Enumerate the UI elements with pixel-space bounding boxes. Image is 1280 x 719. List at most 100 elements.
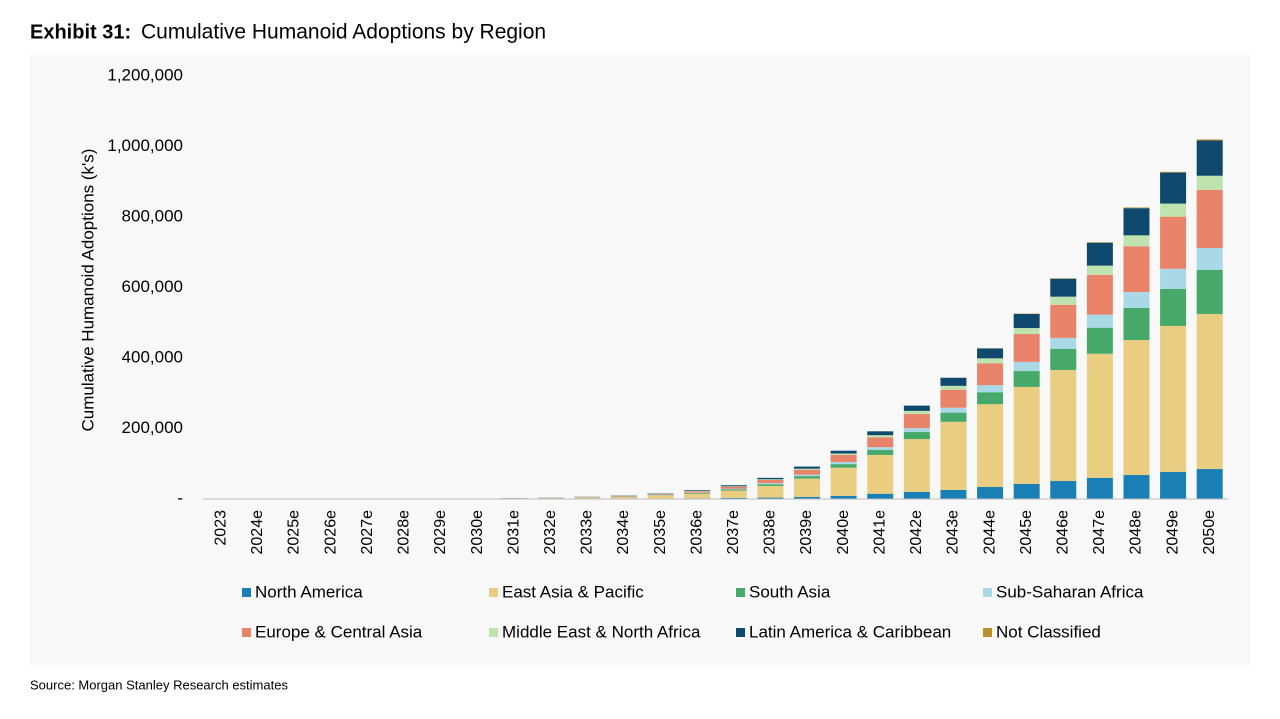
bar-segment xyxy=(1050,297,1076,305)
bar-segment xyxy=(1123,208,1149,235)
x-tick-label: 2042e xyxy=(908,510,925,555)
bar-segment xyxy=(940,390,966,408)
bar-segment xyxy=(977,385,1003,392)
bar-segment xyxy=(721,485,747,486)
bar-segment xyxy=(831,468,857,496)
bar-segment xyxy=(794,469,820,470)
x-tick-label: 2046e xyxy=(1054,510,1071,555)
bar-segment xyxy=(1087,275,1113,315)
bar-segment xyxy=(831,462,857,464)
bar-segment xyxy=(904,411,930,414)
bar-segment xyxy=(1050,370,1076,481)
x-tick-label: 2028e xyxy=(396,510,413,555)
x-tick-label: 2032e xyxy=(542,510,559,555)
bar-segment xyxy=(1160,269,1186,289)
bar-segment xyxy=(1160,217,1186,269)
bar-segment xyxy=(648,494,674,495)
y-tick-label: 1,000,000 xyxy=(107,136,183,155)
bar-segment xyxy=(1014,328,1040,334)
bar-segment xyxy=(1123,292,1149,308)
x-tick-label: 2031e xyxy=(505,510,522,555)
bar-segment xyxy=(794,467,820,469)
legend-label: Middle East & North Africa xyxy=(502,622,701,641)
bar-segment xyxy=(1014,314,1040,328)
bar-segment xyxy=(794,470,820,475)
legend-swatch xyxy=(736,628,745,637)
y-tick-label: 200,000 xyxy=(122,418,183,437)
bar-segment xyxy=(867,447,893,450)
bar-segment xyxy=(1087,478,1113,499)
bar-segment xyxy=(1197,248,1223,270)
bar-segment xyxy=(684,494,710,499)
legend-label: Europe & Central Asia xyxy=(255,622,423,641)
bar-segment xyxy=(831,455,857,462)
bar-segment xyxy=(1014,371,1040,387)
bar-segment xyxy=(977,392,1003,404)
x-tick-label: 2043e xyxy=(945,510,962,555)
bar-segment xyxy=(977,348,1003,358)
y-tick-label: 1,200,000 xyxy=(107,65,183,84)
bar-segment xyxy=(721,489,747,490)
bar-segment xyxy=(648,496,674,499)
bar-segment xyxy=(1160,472,1186,499)
bar-segment xyxy=(721,489,747,490)
bar-segment xyxy=(757,484,783,486)
bar-segment xyxy=(757,486,783,498)
bar-segment xyxy=(867,494,893,499)
bar-segment xyxy=(940,422,966,490)
bar-segment xyxy=(1050,481,1076,499)
bar-segment xyxy=(831,464,857,468)
y-tick-label: 600,000 xyxy=(122,277,183,296)
x-tick-label: 2039e xyxy=(798,510,815,555)
bar-segment xyxy=(940,408,966,413)
bar-segment xyxy=(1123,308,1149,340)
bar-segment xyxy=(940,386,966,390)
bar-segment xyxy=(1160,289,1186,326)
bar-segment xyxy=(940,413,966,422)
legend-label: South Asia xyxy=(749,582,831,601)
x-tick-label: 2050e xyxy=(1201,510,1218,555)
bar-segment xyxy=(904,414,930,428)
x-tick-label: 2049e xyxy=(1164,510,1181,555)
bar-segment xyxy=(977,358,1003,363)
bar-segment xyxy=(1087,315,1113,328)
bar-segment xyxy=(1014,484,1040,499)
x-tick-label: 2033e xyxy=(579,510,596,555)
bar-segment xyxy=(867,431,893,435)
legend-label: Latin America & Caribbean xyxy=(749,622,951,641)
x-tick-label: 2047e xyxy=(1091,510,1108,555)
bar-segment xyxy=(1014,387,1040,484)
bar-segment xyxy=(904,432,930,439)
bar-segment xyxy=(940,378,966,386)
bar-segment xyxy=(1050,305,1076,338)
x-tick-label: 2025e xyxy=(286,510,303,555)
bar-segment xyxy=(1050,279,1076,297)
bar-segment xyxy=(684,491,710,492)
x-tick-label: 2044e xyxy=(981,510,998,555)
legend-swatch xyxy=(983,628,992,637)
x-tick-label: 2036e xyxy=(688,510,705,555)
y-tick-label: 800,000 xyxy=(122,206,183,225)
bar-segment xyxy=(1087,328,1113,354)
bar-segment xyxy=(721,487,747,489)
bar-segment xyxy=(1197,141,1223,176)
x-tick-label: 2026e xyxy=(322,510,339,555)
x-tick-label: 2041e xyxy=(871,510,888,555)
bar-segment xyxy=(1160,204,1186,217)
bar-segment xyxy=(794,475,820,476)
bar-segment xyxy=(867,437,893,447)
bar-segment xyxy=(867,450,893,455)
x-tick-label: 2040e xyxy=(835,510,852,555)
bar-segment xyxy=(831,451,857,454)
legend-swatch xyxy=(242,588,251,597)
legend-swatch xyxy=(489,628,498,637)
bar-segment xyxy=(1160,172,1186,173)
bar-segment xyxy=(1197,469,1223,499)
bar-segment xyxy=(757,483,783,484)
bar-segment xyxy=(977,404,1003,487)
legend-label: East Asia & Pacific xyxy=(502,582,644,601)
bar-segment xyxy=(1014,334,1040,362)
bar-segment xyxy=(904,439,930,492)
bar-segment xyxy=(977,363,1003,385)
source-note: Source: Morgan Stanley Research estimate… xyxy=(30,677,288,692)
